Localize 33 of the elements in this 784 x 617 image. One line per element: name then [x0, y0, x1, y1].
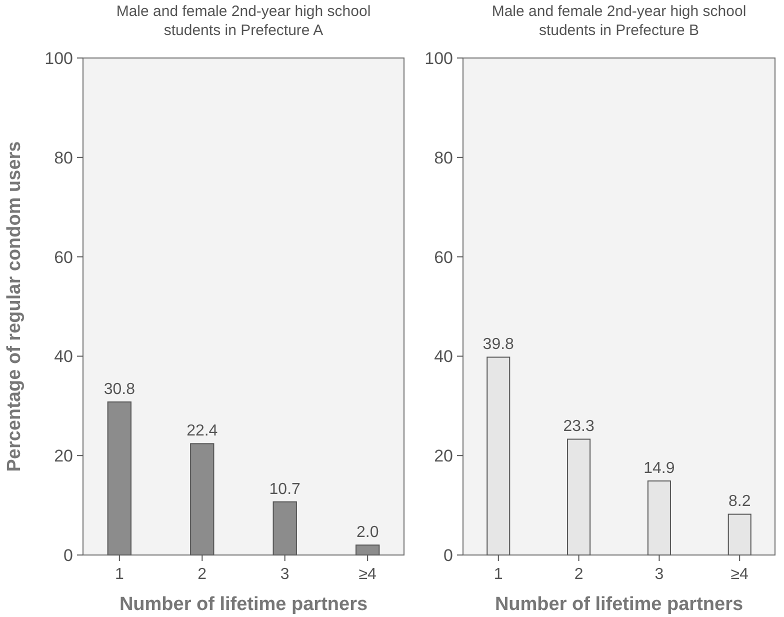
y-tick-label: 80 [434, 148, 453, 168]
data-label: 10.7 [269, 480, 301, 498]
y-axis-title: Percentage of regular condom users [4, 141, 25, 472]
x-tick-label: 2 [198, 566, 207, 583]
x-axis-title: Number of lifetime partners [494, 594, 744, 615]
y-tick-label: 20 [434, 446, 453, 466]
chart-title: Male and female 2nd-year high school students in Prefecture B [492, 3, 746, 39]
chart-title: Male and female 2nd-year high school students in Prefecture A [116, 3, 371, 39]
x-tick-label: ≥4 [358, 566, 377, 583]
x-axis-title: Number of lifetime partners [119, 594, 368, 615]
y-tick-label: 0 [64, 546, 73, 565]
data-label: 39.8 [482, 336, 514, 354]
data-label: 2.0 [356, 524, 379, 542]
x-tick-label: 3 [280, 566, 290, 583]
data-label: 14.9 [644, 460, 675, 477]
data-label: 30.8 [104, 380, 136, 398]
data-label: 23.3 [563, 418, 594, 436]
x-tick-label: 3 [654, 566, 664, 583]
y-tick-label: 40 [54, 347, 73, 366]
y-tick-label: 100 [44, 48, 73, 68]
x-tick-label: 1 [114, 566, 124, 583]
y-tick-label: 0 [444, 546, 453, 565]
x-tick-label: 2 [574, 566, 584, 583]
data-label: 8.2 [728, 493, 751, 510]
data-label: 22.4 [186, 422, 218, 440]
x-tick-label: ≥4 [730, 566, 749, 583]
y-tick-label: 40 [434, 347, 453, 366]
y-tick-label: 20 [54, 446, 73, 466]
y-tick-label: 60 [54, 248, 73, 267]
y-tick-label: 100 [424, 48, 453, 68]
x-tick-label: 1 [494, 566, 503, 583]
y-tick-label: 60 [434, 248, 453, 267]
y-tick-label: 80 [54, 148, 73, 168]
